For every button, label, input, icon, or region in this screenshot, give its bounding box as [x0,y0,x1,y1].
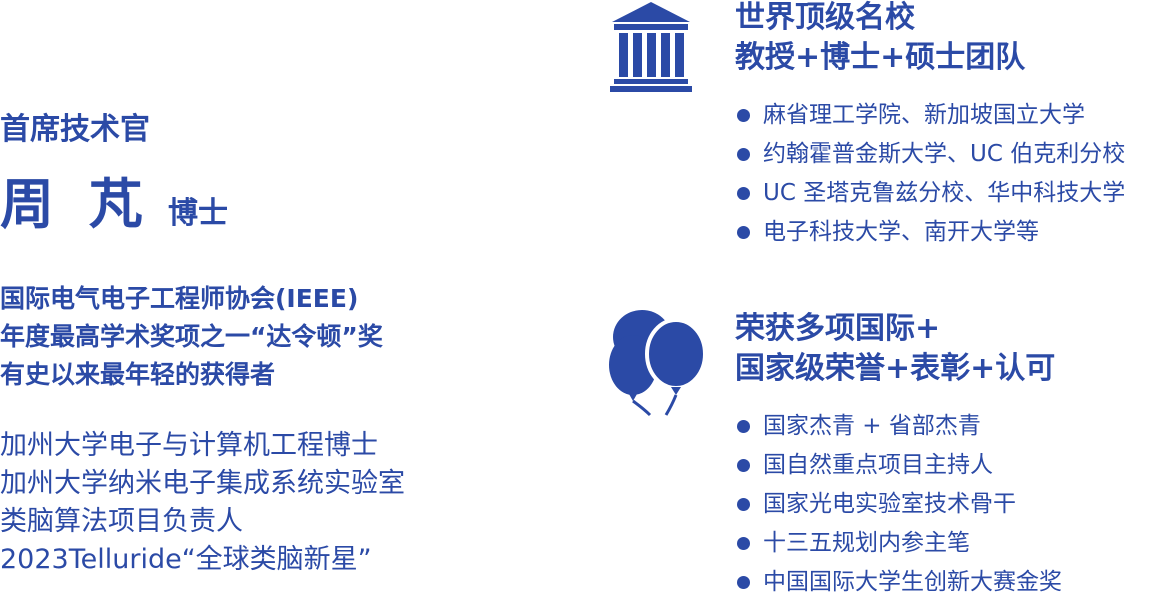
team-list: 麻省理工学院、新加坡国立大学 约翰霍普金斯大学、UC 伯克利分校 UC 圣塔克鲁… [737,96,1125,252]
background-line: 加州大学纳米电子集成系统实验室 [0,468,405,499]
list-item-text: 约翰霍普金斯大学、UC 伯克利分校 [763,141,1126,167]
list-item-text: 十三五规划内参主笔 [763,530,970,556]
bullet-dot [737,537,750,550]
list-item: 麻省理工学院、新加坡国立大学 [737,96,1125,135]
person-degree: 博士 [168,196,228,231]
team-heading-line: 教授+博士+硕士团队 [735,40,1026,75]
awards-heading: 荣获多项国际+ 国家级荣誉+表彰+认可 [735,309,1055,389]
list-item-text: 国自然重点项目主持人 [763,452,993,478]
list-item: UC 圣塔克鲁兹分校、华中科技大学 [737,174,1125,213]
balloons-icon [609,310,707,417]
list-item-text: 国家杰青 + 省部杰青 [763,413,981,439]
list-item: 中国国际大学生创新大赛金奖 [737,563,1062,602]
honor-line: 年度最高学术奖项之一“达令顿”奖 [0,322,383,351]
background-line: 类脑算法项目负责人 [0,506,243,537]
bullet-dot [737,459,750,472]
list-item: 电子科技大学、南开大学等 [737,213,1125,252]
awards-heading-line: 荣获多项国际+ [735,311,941,346]
honor-line: 有史以来最年轻的获得者 [0,360,276,389]
list-item: 国家杰青 + 省部杰青 [737,407,1062,446]
background-line: 2023Telluride“全球类脑新星” [0,544,372,575]
list-item-text: UC 圣塔克鲁兹分校、华中科技大学 [763,180,1126,206]
bullet-dot [737,148,750,161]
list-item-text: 国家光电实验室技术骨干 [763,491,1016,517]
list-item-text: 电子科技大学、南开大学等 [763,219,1039,245]
list-item-text: 麻省理工学院、新加坡国立大学 [763,102,1085,128]
list-item: 国家光电实验室技术骨干 [737,485,1062,524]
team-heading: 世界顶级名校 教授+博士+硕士团队 [735,0,1025,78]
honor-line: 国际电气电子工程师协会(IEEE) [0,284,359,313]
team-heading-line: 世界顶级名校 [735,0,915,35]
list-item: 约翰霍普金斯大学、UC 伯克利分校 [737,135,1125,174]
honor-description: 国际电气电子工程师协会(IEEE) 年度最高学术奖项之一“达令顿”奖 有史以来最… [0,280,383,394]
university-building-icon [610,2,692,92]
awards-list: 国家杰青 + 省部杰青 国自然重点项目主持人 国家光电实验室技术骨干 十三五规划… [737,407,1062,602]
background-line: 加州大学电子与计算机工程博士 [0,430,378,461]
awards-heading-line: 国家级荣誉+表彰+认可 [735,351,1056,386]
person-name: 周 芃 [0,173,151,236]
bullet-dot [737,498,750,511]
list-item: 十三五规划内参主笔 [737,524,1062,563]
bullet-dot [737,576,750,589]
bullet-dot [737,187,750,200]
list-item-text: 中国国际大学生创新大赛金奖 [763,569,1062,595]
bullet-dot [737,420,750,433]
background-description: 加州大学电子与计算机工程博士 加州大学纳米电子集成系统实验室 类脑算法项目负责人… [0,427,405,579]
bullet-dot [737,109,750,122]
list-item: 国自然重点项目主持人 [737,446,1062,485]
bullet-dot [737,226,750,239]
role-title: 首席技术官 [0,112,150,147]
